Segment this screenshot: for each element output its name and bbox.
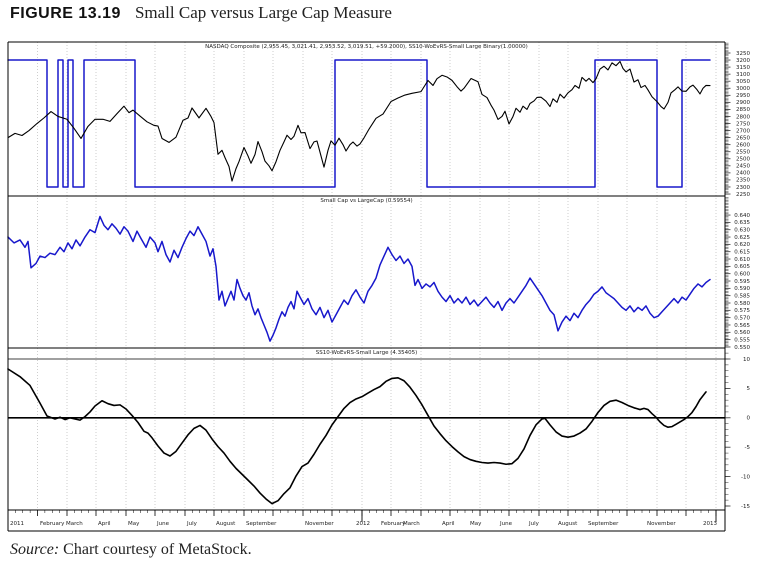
y-tick-label: 0.575 [734, 308, 750, 314]
x-axis-label: June [156, 521, 170, 527]
y-tick-label: 0.640 [734, 213, 750, 219]
y-tick-label: 0.615 [734, 249, 750, 255]
x-axis-label: August [216, 521, 236, 527]
y-tick-label: 0.610 [734, 257, 750, 263]
y-tick-label: 2700 [736, 128, 750, 134]
y-tick-label: 0.580 [734, 301, 750, 307]
y-tick-label: 2300 [736, 185, 750, 191]
y-tick-label: 2800 [736, 114, 750, 120]
y-tick-label: 3250 [736, 51, 750, 57]
x-axis-label: 2012 [356, 521, 370, 527]
x-axis-label: 2011 [10, 521, 24, 527]
figure-number: FIGURE 13.19 [10, 5, 121, 22]
source-line: Source: Chart courtesy of MetaStock. [10, 541, 252, 559]
y-tick-label: 2850 [736, 107, 750, 113]
source-prefix: Source: [10, 541, 60, 558]
y-tick-label: 0.585 [734, 293, 750, 299]
y-tick-label: 0.595 [734, 279, 750, 285]
y-tick-label: 0.600 [734, 271, 750, 277]
y-tick-label: 0.570 [734, 315, 750, 321]
smallcap-largecap-ratio [7, 215, 711, 342]
y-tick-label: -15 [741, 504, 750, 510]
y-tick-label: 3000 [736, 86, 750, 92]
x-axis-label: November [305, 521, 334, 527]
y-tick-label: 0.555 [734, 337, 750, 343]
y-tick-label: 5 [747, 386, 751, 392]
y-tick-label: 2950 [736, 93, 750, 99]
ss10-oscillator [7, 368, 707, 505]
y-tick-label: 0.625 [734, 235, 750, 241]
source-text: Chart courtesy of MetaStock. [59, 541, 252, 558]
x-axis-label: March [66, 521, 83, 527]
y-tick-label: 2900 [736, 100, 750, 106]
nasdaq-composite [7, 60, 711, 182]
x-axis-label: May [128, 521, 140, 527]
binary-signal [7, 59, 711, 188]
x-axis-label: July [186, 521, 198, 527]
figure-heading: FIGURE 13.19 Small Cap versus Large Cap M… [10, 3, 392, 23]
x-axis-label: February [40, 521, 65, 527]
y-tick-label: 0.620 [734, 242, 750, 248]
x-axis-label: July [528, 521, 540, 527]
y-tick-label: 0.605 [734, 264, 750, 270]
y-tick-label: 0.560 [734, 330, 750, 336]
y-tick-label: 10 [743, 357, 750, 363]
y-tick-label: 2550 [736, 150, 750, 156]
x-axis-label: September [588, 521, 619, 527]
x-axis-label: 2013 [703, 521, 717, 527]
x-axis-label: April [442, 521, 455, 527]
y-tick-label: 2600 [736, 142, 750, 148]
x-axis-label: April [98, 521, 111, 527]
y-tick-label: 2250 [736, 192, 750, 198]
x-axis-label: March [403, 521, 420, 527]
y-tick-label: 2450 [736, 164, 750, 170]
y-tick-label: 2650 [736, 135, 750, 141]
y-tick-label: 3050 [736, 79, 750, 85]
y-tick-label: 3200 [736, 58, 750, 64]
x-axis-label: November [647, 521, 676, 527]
y-tick-label: 0.630 [734, 228, 750, 234]
figure-title: Small Cap versus Large Cap Measure [134, 3, 392, 22]
y-tick-label: 2350 [736, 178, 750, 184]
x-axis-label: May [470, 521, 482, 527]
x-axis-label: September [246, 521, 277, 527]
y-tick-label: 2500 [736, 157, 750, 163]
y-tick-label: -10 [741, 474, 750, 480]
x-axis-label: June [499, 521, 513, 527]
y-tick-label: 0.635 [734, 220, 750, 226]
y-tick-label: 3150 [736, 65, 750, 71]
y-tick-label: -5 [745, 445, 751, 451]
y-tick-label: 0 [747, 416, 751, 422]
y-tick-label: 3100 [736, 72, 750, 78]
y-tick-label: 0.590 [734, 286, 750, 292]
y-tick-label: 2750 [736, 121, 750, 127]
y-tick-label: 0.565 [734, 323, 750, 329]
y-tick-label: 2400 [736, 171, 750, 177]
x-axis-label: February [381, 521, 406, 527]
x-axis-label: August [558, 521, 578, 527]
y-tick-label: 0.550 [734, 345, 750, 351]
